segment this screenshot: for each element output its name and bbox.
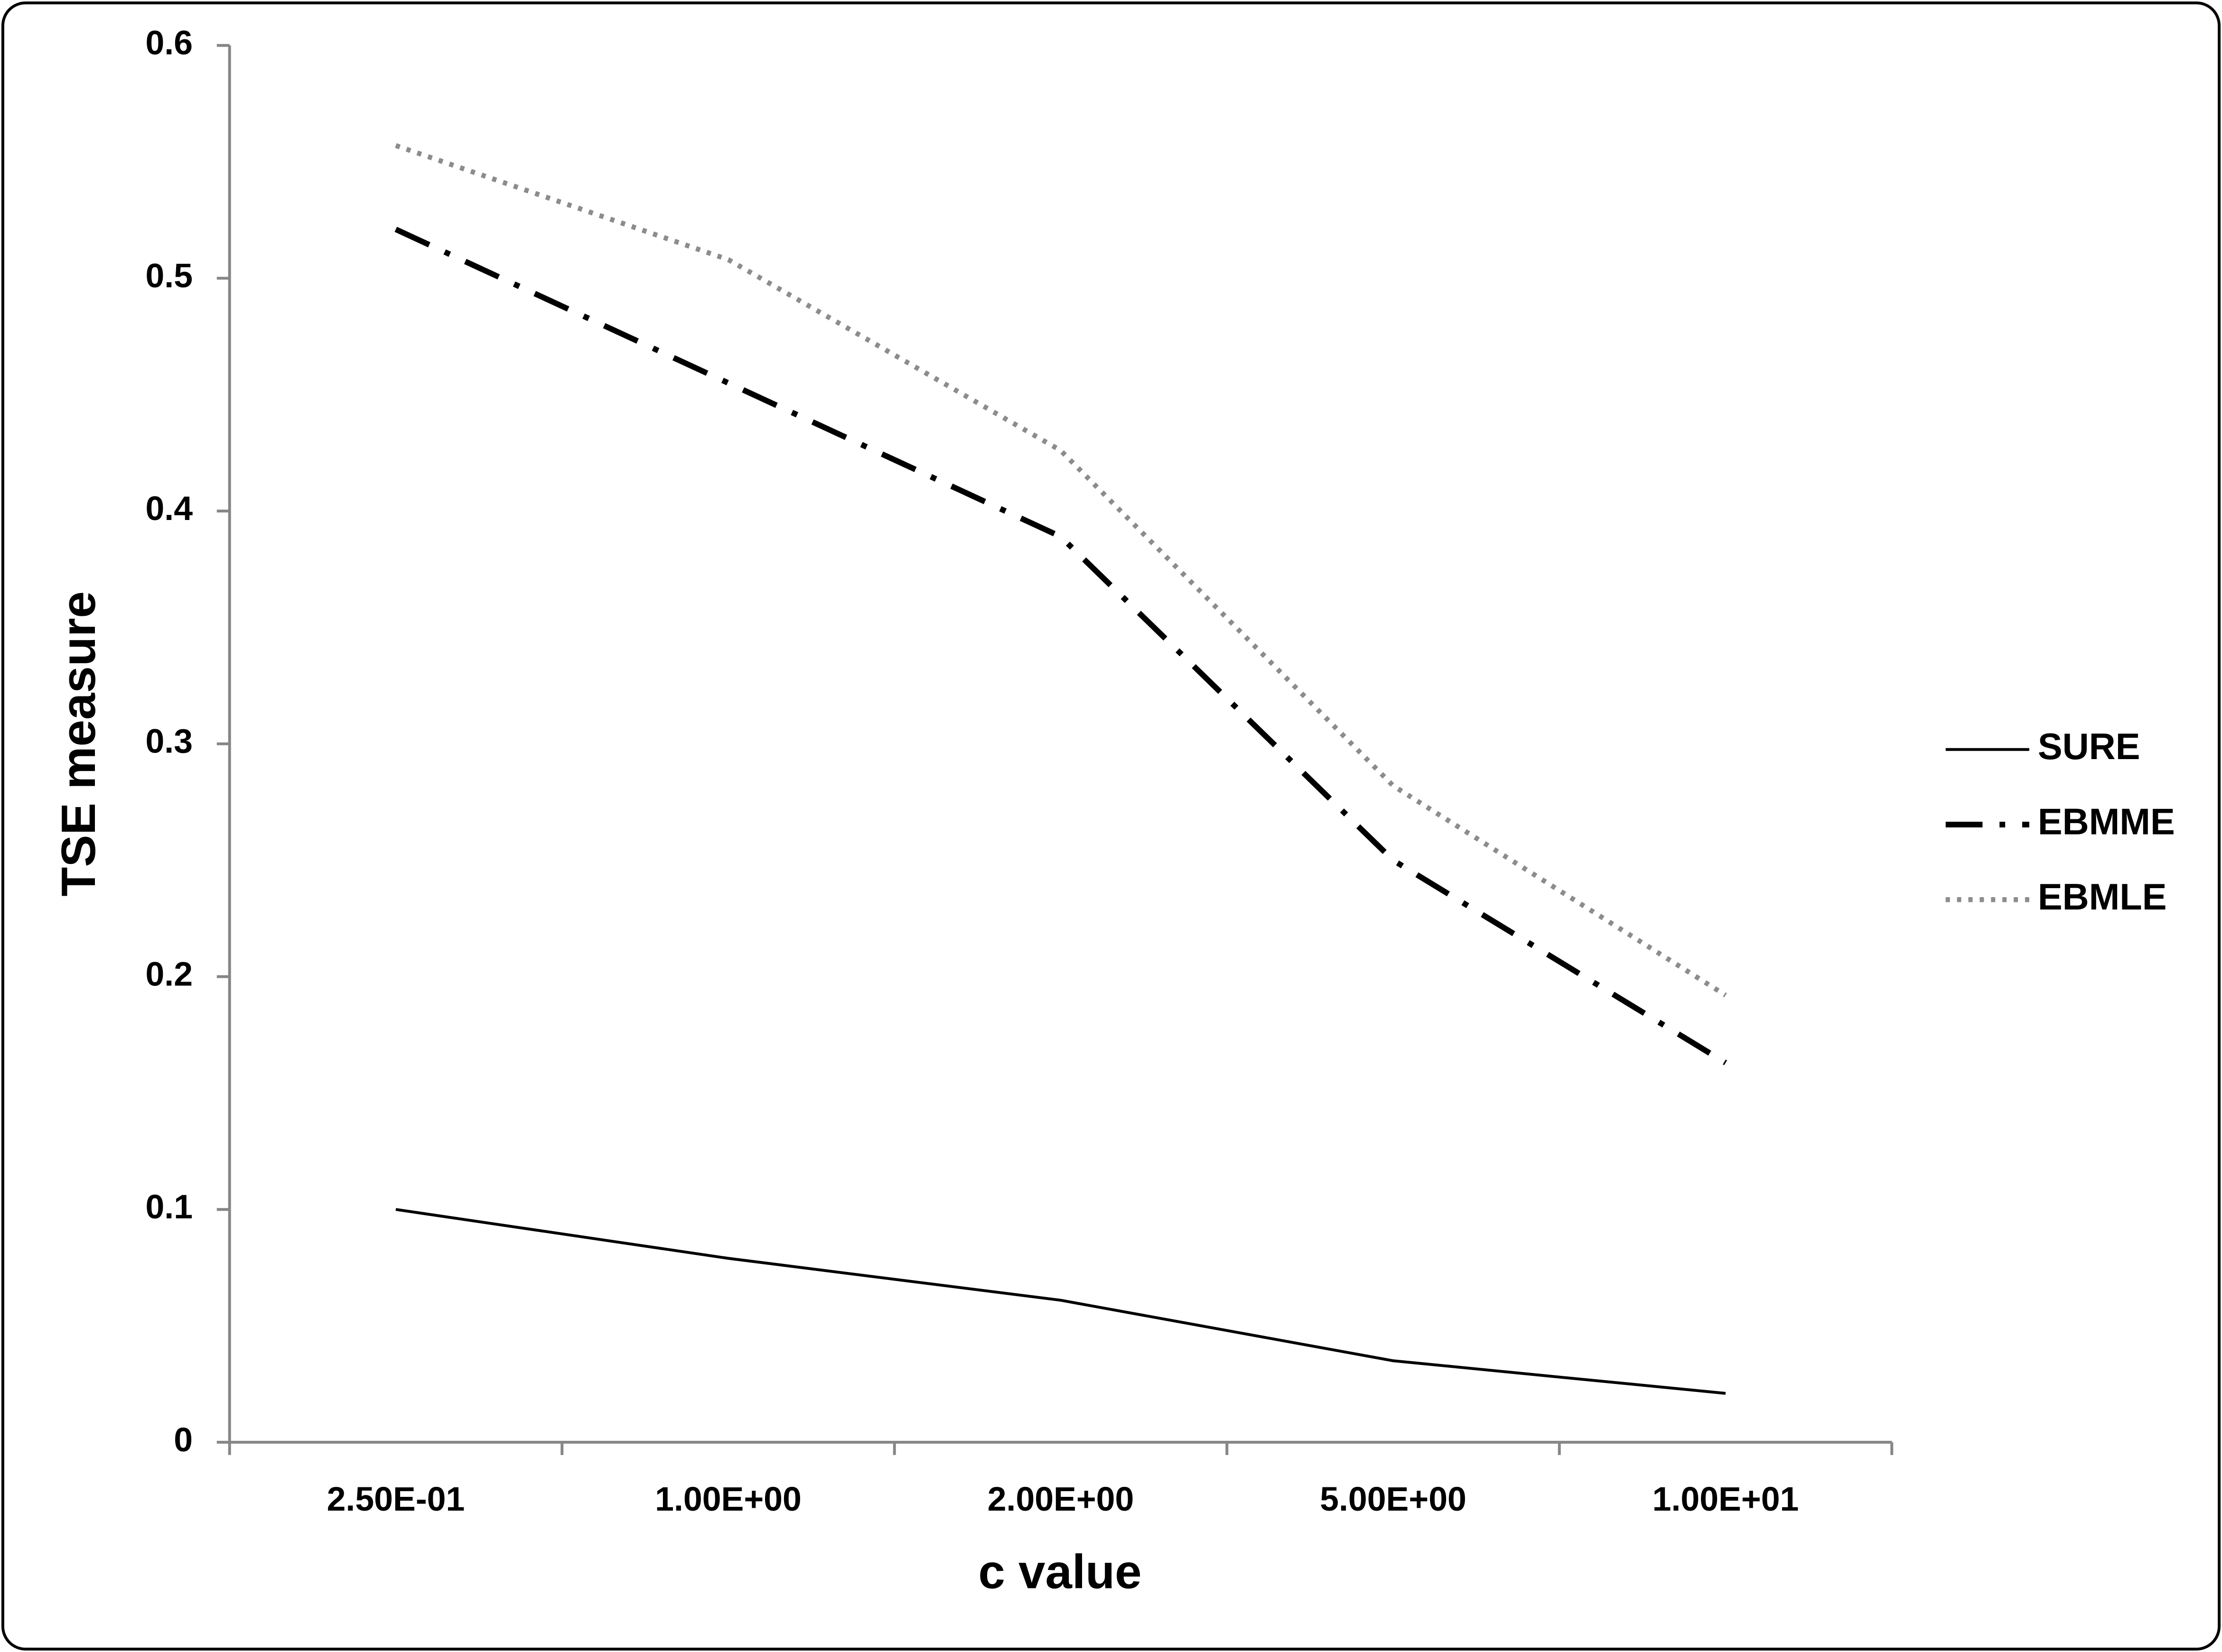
legend-label: EBMME	[2038, 802, 2175, 843]
x-tick-label: 1.00E+01	[1652, 1480, 1799, 1518]
series-line	[394, 226, 1727, 1066]
x-tick-label: 1.00E+00	[655, 1480, 802, 1518]
y-axis-title: TSE measure	[51, 591, 105, 896]
y-tick-label: 0.1	[145, 1188, 193, 1226]
y-tick-label: 0.3	[145, 723, 193, 761]
y-tick-label: 0.5	[145, 257, 193, 295]
x-axis-title: c value	[978, 1544, 1141, 1598]
y-tick-label: 0	[174, 1421, 193, 1459]
y-tick-label: 0.2	[145, 955, 193, 993]
y-tick-label: 0.6	[145, 24, 193, 62]
x-tick-label: 2.00E+00	[988, 1480, 1134, 1518]
legend-label: SURE	[2038, 726, 2140, 767]
x-tick-label: 5.00E+00	[1320, 1480, 1466, 1518]
series-line	[395, 1208, 1726, 1395]
series-line	[395, 143, 1727, 998]
x-tick-label: 2.50E-01	[327, 1480, 465, 1518]
y-tick-label: 0.4	[145, 490, 193, 528]
legend-label: EBMLE	[2038, 877, 2167, 918]
